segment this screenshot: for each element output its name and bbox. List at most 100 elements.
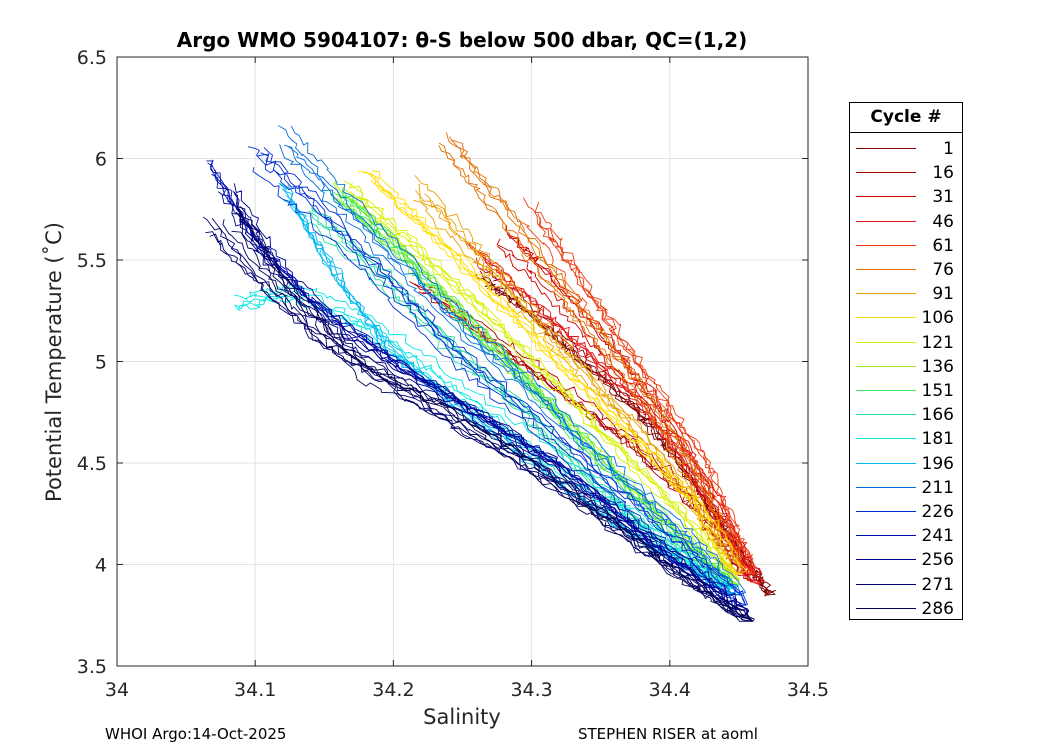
legend-swatch <box>856 535 916 537</box>
legend-swatch <box>856 559 916 561</box>
legend-swatch <box>856 414 916 416</box>
legend-item: 136 <box>850 355 962 379</box>
legend-item: 61 <box>850 234 962 258</box>
legend-swatch <box>856 244 916 246</box>
y-tick-label: 4 <box>95 555 107 577</box>
series-line-cycle-121 <box>343 180 740 582</box>
series-line-cycle-286 <box>236 211 754 622</box>
series-line-cycle-136 <box>334 180 739 586</box>
legend-swatch <box>856 583 916 585</box>
series-layer <box>202 125 777 622</box>
series-line-cycle-121 <box>349 182 740 581</box>
series-line-cycle-31 <box>496 238 753 576</box>
legend-title: Cycle # <box>850 103 962 133</box>
series-line-cycle-166 <box>305 222 733 590</box>
y-tick-label: 6 <box>95 149 107 171</box>
series-line-cycle-286 <box>231 230 753 622</box>
legend-item: 1 <box>850 137 962 161</box>
x-tick-label: 34 <box>105 679 129 701</box>
series-line-cycle-286 <box>231 213 753 622</box>
series-line-cycle-61 <box>534 202 754 575</box>
x-tick-label: 34.2 <box>372 679 414 701</box>
y-tick-label: 3.5 <box>77 656 107 678</box>
legend-label: 1 <box>943 139 954 159</box>
legend-label: 271 <box>921 574 954 595</box>
series-line-cycle-286 <box>236 206 753 622</box>
x-tick-label: 34.4 <box>649 679 691 701</box>
series-line-cycle-61 <box>538 217 756 576</box>
series-line-cycle-226 <box>252 167 746 607</box>
legend-label: 256 <box>921 550 954 571</box>
y-tick-label: 5.5 <box>77 250 107 272</box>
legend-label: 136 <box>921 356 954 377</box>
legend-label: 76 <box>932 260 954 280</box>
legend-item: 16 <box>850 161 962 185</box>
legend-label: 166 <box>921 405 954 426</box>
series-line-cycle-151 <box>333 191 733 586</box>
series-line-cycle-211 <box>279 144 739 596</box>
series-line-cycle-211 <box>288 146 743 596</box>
legend-item: 286 <box>850 597 962 621</box>
legend-item: 271 <box>850 573 962 597</box>
series-line-cycle-31 <box>508 232 754 575</box>
x-tick-label: 34.1 <box>234 679 276 701</box>
legend-swatch <box>856 148 916 149</box>
series-line-cycle-106 <box>368 173 740 576</box>
legend-label: 121 <box>921 332 954 353</box>
y-tick-label: 5 <box>95 352 107 374</box>
legend-swatch <box>856 438 916 440</box>
legend-label: 211 <box>921 477 954 498</box>
series-line-cycle-76 <box>438 145 740 565</box>
legend-label: 16 <box>932 163 954 184</box>
series-line-cycle-226 <box>256 153 747 606</box>
legend-swatch <box>856 196 916 198</box>
legend-item: 91 <box>850 282 962 306</box>
footer-pi: STEPHEN RISER at aoml <box>578 725 758 743</box>
series-line-cycle-76 <box>452 139 744 565</box>
legend: Cycle # 1 16 31 46 61 76 91 106 121 136 151 166 181 1… <box>849 102 963 620</box>
legend-swatch <box>856 390 916 391</box>
series-line-cycle-211 <box>278 125 740 596</box>
series-line-cycle-151 <box>341 188 733 585</box>
x-tick-label: 34.5 <box>787 679 829 701</box>
legend-item: 241 <box>850 524 962 548</box>
x-tick-label: 34.3 <box>510 679 552 701</box>
series-line-cycle-76 <box>445 132 740 565</box>
series-line-cycle-91 <box>413 199 739 576</box>
legend-swatch <box>856 269 916 270</box>
legend-swatch <box>856 462 916 464</box>
legend-label: 241 <box>921 526 954 547</box>
legend-item: 151 <box>850 379 962 403</box>
y-tick-label: 4.5 <box>77 453 107 475</box>
legend-swatch <box>856 365 916 367</box>
legend-swatch <box>856 317 916 319</box>
series-line-cycle-226 <box>260 152 748 606</box>
legend-item: 256 <box>850 548 962 572</box>
legend-item: 31 <box>850 185 962 209</box>
legend-swatch <box>856 341 916 343</box>
series-line-cycle-271 <box>222 219 755 622</box>
legend-label: 226 <box>921 502 954 522</box>
legend-label: 151 <box>921 381 954 401</box>
legend-item: 166 <box>850 403 962 427</box>
legend-label: 31 <box>932 187 954 208</box>
legend-swatch <box>856 172 916 174</box>
legend-item: 226 <box>850 500 962 524</box>
series-line-cycle-181 <box>249 284 740 590</box>
legend-label: 286 <box>921 598 954 619</box>
series-line-cycle-151 <box>341 188 733 586</box>
y-tick-label: 6.5 <box>77 47 107 69</box>
y-axis-label: Potential Temperature (˚C) <box>42 222 66 502</box>
series-line-cycle-211 <box>290 125 747 596</box>
series-line-cycle-286 <box>238 208 753 622</box>
legend-swatch <box>856 220 916 222</box>
series-line-cycle-271 <box>205 231 753 622</box>
legend-label: 91 <box>932 284 954 305</box>
series-line-cycle-61 <box>537 213 754 575</box>
legend-item: 76 <box>850 258 962 282</box>
series-line-cycle-91 <box>414 175 740 575</box>
legend-swatch <box>856 486 916 488</box>
series-line-cycle-106 <box>372 170 747 575</box>
series-line-cycle-61 <box>523 197 754 575</box>
